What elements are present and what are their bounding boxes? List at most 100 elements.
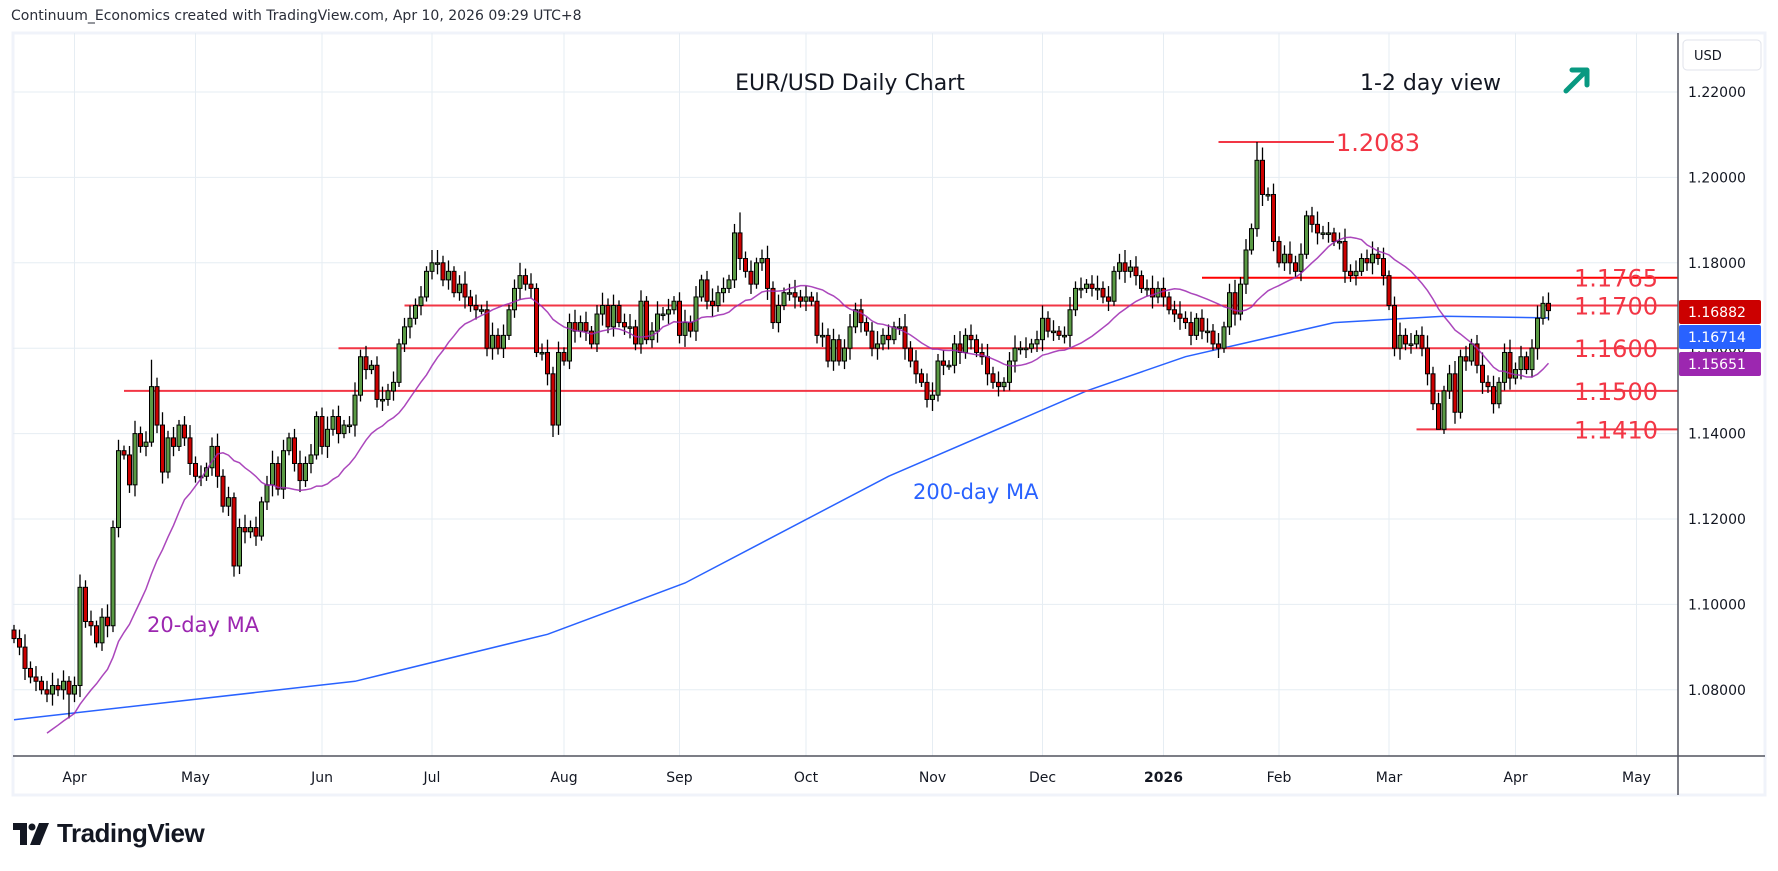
candle-body xyxy=(1298,253,1304,272)
candle-down xyxy=(297,450,303,493)
candle-body xyxy=(22,646,28,669)
candle-body xyxy=(1144,287,1150,291)
x-tick-label: Sep xyxy=(666,770,693,786)
candle-down xyxy=(1546,292,1551,321)
candle-up xyxy=(1018,341,1023,355)
candle-up xyxy=(1062,326,1067,344)
ma20-layer xyxy=(46,236,1550,734)
price-badge: 1.15651 xyxy=(1679,352,1761,376)
candle-body xyxy=(28,667,33,678)
candle-down xyxy=(941,350,946,376)
candle-down xyxy=(127,445,132,493)
candle-body xyxy=(1485,381,1491,388)
candle-body xyxy=(1045,317,1051,332)
candle-body xyxy=(358,356,363,396)
candle-up xyxy=(286,432,292,456)
candle-body xyxy=(165,437,171,473)
candle-down xyxy=(292,428,297,472)
candle-body xyxy=(605,305,611,328)
candle-body xyxy=(886,334,891,341)
candle-body xyxy=(820,334,825,338)
candle-down xyxy=(1485,375,1491,393)
candle-body xyxy=(1062,334,1067,338)
candle-body xyxy=(1216,343,1221,349)
candle-up xyxy=(435,249,440,275)
candle-up xyxy=(110,520,116,633)
level-label: 1.1410 xyxy=(1574,416,1658,444)
grid xyxy=(11,31,1767,797)
level-label: 1.1500 xyxy=(1574,378,1658,406)
candle-down xyxy=(1425,335,1430,386)
candle-down xyxy=(1106,286,1111,312)
candle-body xyxy=(248,527,253,533)
candle-down xyxy=(616,300,622,328)
candle-body xyxy=(864,322,869,332)
candle-up xyxy=(1040,305,1045,352)
candle-up xyxy=(517,262,523,300)
candle-down xyxy=(215,433,220,488)
candle-up xyxy=(143,431,149,457)
candle-body xyxy=(1117,262,1122,272)
candle-down xyxy=(1287,241,1293,275)
candle-body xyxy=(1540,302,1546,319)
candle-up xyxy=(407,305,413,339)
candle-down xyxy=(825,328,831,368)
candle-body xyxy=(836,339,842,362)
candle-down xyxy=(886,324,891,350)
candle-body xyxy=(1430,373,1436,405)
candle-up xyxy=(1254,141,1260,237)
x-tick-label: Apr xyxy=(62,770,86,786)
candle-body xyxy=(1040,317,1045,341)
candle-up xyxy=(391,371,396,401)
candle-body xyxy=(270,462,275,486)
candle-up xyxy=(237,518,242,575)
candle-body xyxy=(116,450,121,529)
candle-body xyxy=(33,676,39,682)
candle-up xyxy=(1326,222,1331,243)
candle-body xyxy=(902,326,908,349)
tradingview-logo[interactable]: TradingView xyxy=(13,818,205,849)
candle-body xyxy=(1122,262,1128,272)
candle-body xyxy=(495,334,501,349)
candle-up xyxy=(1007,352,1012,391)
candle-down xyxy=(814,292,820,344)
candle-up xyxy=(820,322,825,347)
candle-body xyxy=(1364,258,1370,264)
candle-body xyxy=(1359,258,1364,272)
candle-body xyxy=(1348,270,1353,277)
candle-body xyxy=(187,437,193,464)
candle-down xyxy=(748,260,754,294)
candle-body xyxy=(429,262,435,272)
candle-up xyxy=(380,386,385,411)
candle-body xyxy=(446,270,451,281)
candle-up xyxy=(446,260,451,290)
candle-body xyxy=(594,313,600,345)
candle-down xyxy=(1386,270,1392,311)
candle-body xyxy=(715,292,721,307)
candle-body xyxy=(1133,266,1139,277)
candle-body xyxy=(380,398,385,402)
candle-body xyxy=(88,620,94,627)
candle-body xyxy=(550,373,556,426)
candle-body xyxy=(622,322,627,328)
candle-down xyxy=(1480,352,1485,394)
candle-up xyxy=(308,444,314,474)
candle-body xyxy=(919,373,924,383)
candle-body xyxy=(1502,351,1507,383)
candle-down xyxy=(996,371,1001,397)
candle-body xyxy=(160,424,165,473)
candle-body xyxy=(1051,330,1056,334)
candle-down xyxy=(919,368,924,387)
candle-down xyxy=(990,366,996,389)
candle-down xyxy=(1216,333,1221,358)
candle-down xyxy=(1183,311,1188,329)
candle-body xyxy=(1392,305,1397,349)
price-badge-label: 1.16714 xyxy=(1688,330,1746,346)
candle-down xyxy=(171,426,176,457)
candle-up xyxy=(1298,243,1304,282)
candle-body xyxy=(523,275,528,285)
candle-down xyxy=(1364,249,1370,271)
candle-body xyxy=(968,334,974,341)
candle-up xyxy=(369,360,374,375)
